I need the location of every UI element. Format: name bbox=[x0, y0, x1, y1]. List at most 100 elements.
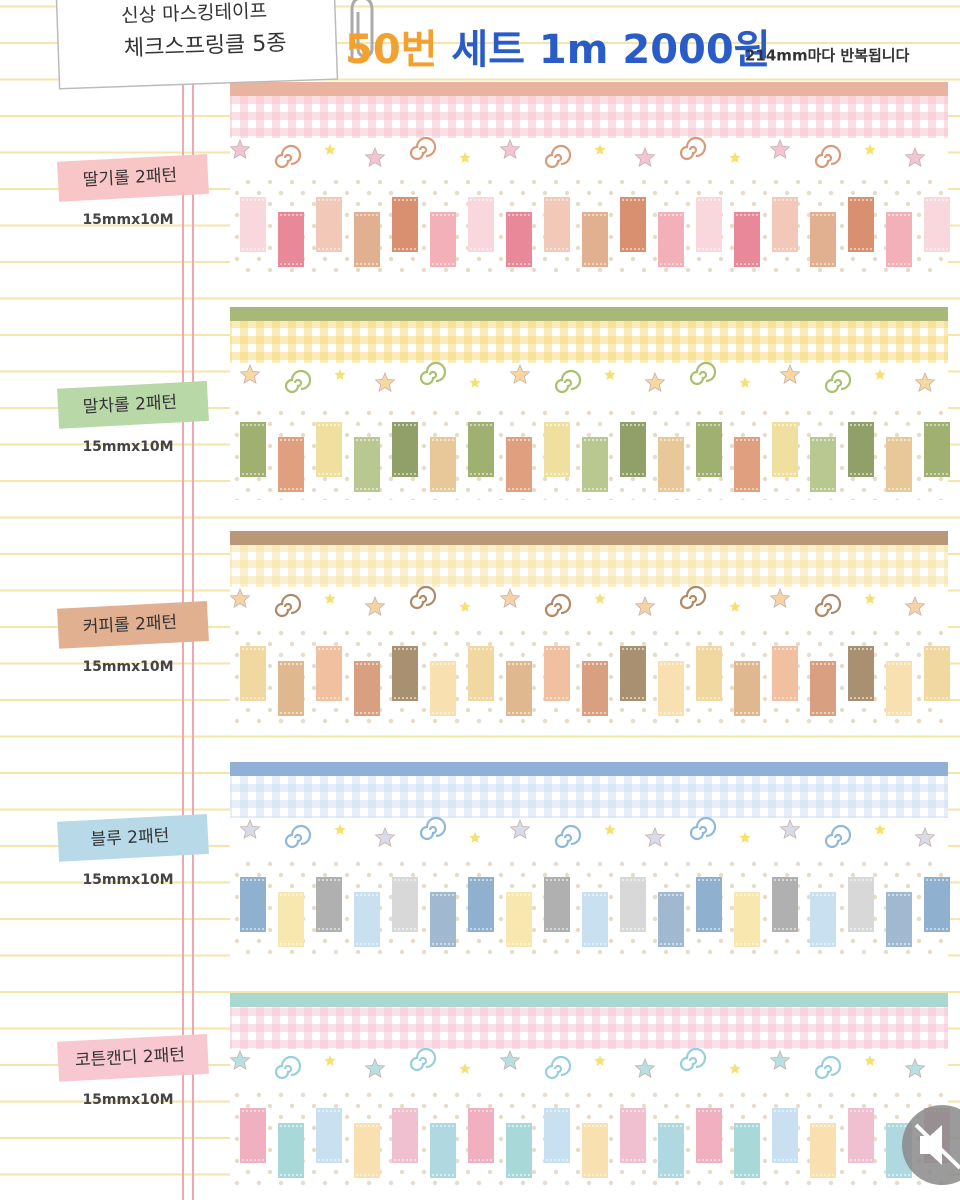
tape-gingham bbox=[230, 776, 948, 818]
tape-piece bbox=[848, 646, 874, 701]
tape-piece bbox=[734, 661, 760, 716]
star bbox=[644, 371, 666, 392]
tape-piece bbox=[468, 197, 494, 252]
spiral bbox=[554, 369, 582, 394]
spiral bbox=[284, 824, 312, 849]
tape-piece bbox=[620, 646, 646, 701]
star bbox=[374, 826, 396, 847]
tape-gingham bbox=[230, 96, 948, 138]
small-star bbox=[459, 152, 471, 163]
star bbox=[914, 371, 936, 392]
tape-piece bbox=[354, 661, 380, 716]
product-name: 커피롤 2패턴 bbox=[82, 613, 177, 638]
note-line: 체크스프링클 5종 bbox=[123, 31, 286, 62]
spiral bbox=[409, 1047, 437, 1072]
note-card: 신상 마스킹테이프 체크스프링클 5종 bbox=[55, 0, 339, 90]
small-star bbox=[604, 824, 616, 835]
tape-piece bbox=[658, 661, 684, 716]
spiral bbox=[409, 136, 437, 161]
tape-strip bbox=[230, 82, 948, 96]
tape-piece bbox=[772, 1108, 798, 1163]
star bbox=[229, 1049, 251, 1070]
tape-piece bbox=[848, 197, 874, 252]
mute-icon[interactable] bbox=[902, 1105, 960, 1185]
tape-piece bbox=[468, 646, 494, 701]
tape-piece bbox=[506, 212, 532, 267]
tape-gingham bbox=[230, 545, 948, 587]
label-tape bbox=[57, 813, 209, 862]
tape-piece bbox=[392, 646, 418, 701]
small-star bbox=[469, 377, 481, 388]
star bbox=[779, 363, 801, 384]
star bbox=[364, 595, 386, 616]
tape-section bbox=[229, 993, 950, 1188]
spiral bbox=[679, 136, 707, 161]
star bbox=[509, 363, 531, 384]
tape-piece bbox=[506, 661, 532, 716]
tape-piece bbox=[696, 197, 722, 252]
tape-piece bbox=[696, 1108, 722, 1163]
headline-rest: 세트 1m 2000원 bbox=[451, 27, 770, 73]
product-name: 말차롤 2패턴 bbox=[82, 393, 177, 418]
tape-piece bbox=[924, 197, 950, 252]
star bbox=[644, 826, 666, 847]
headline: 50번 세트 1m 2000원 bbox=[345, 27, 771, 73]
product-label: 코튼캔디 2패턴 bbox=[57, 1033, 209, 1082]
tape-strip bbox=[230, 993, 948, 1007]
spiral bbox=[544, 1055, 572, 1080]
tape-piece bbox=[278, 212, 304, 267]
note-line: 신상 마스킹테이프 bbox=[121, 0, 268, 27]
star bbox=[904, 595, 926, 616]
star bbox=[509, 818, 531, 839]
spiral bbox=[544, 593, 572, 618]
tape-piece bbox=[772, 197, 798, 252]
tape-piece bbox=[620, 422, 646, 477]
star bbox=[904, 146, 926, 167]
tape-section bbox=[229, 531, 950, 726]
tape-strip bbox=[230, 762, 948, 776]
star bbox=[634, 595, 656, 616]
tape-piece bbox=[430, 1123, 456, 1178]
tape-piece bbox=[810, 661, 836, 716]
small-star bbox=[459, 601, 471, 612]
spiral bbox=[409, 585, 437, 610]
spiral bbox=[274, 593, 302, 618]
star bbox=[634, 146, 656, 167]
tape-piece bbox=[240, 422, 266, 477]
spiral bbox=[419, 816, 447, 841]
star bbox=[364, 1057, 386, 1078]
spiral bbox=[689, 816, 717, 841]
tape-piece bbox=[810, 437, 836, 492]
product-name: 딸기롤 2패턴 bbox=[82, 166, 177, 191]
star bbox=[499, 138, 521, 159]
small-star bbox=[324, 1055, 336, 1066]
tape-piece bbox=[810, 892, 836, 947]
small-star bbox=[874, 369, 886, 380]
spiral bbox=[679, 585, 707, 610]
product-size: 15mmx10M bbox=[82, 872, 173, 888]
tape-piece bbox=[810, 212, 836, 267]
tape-piece bbox=[316, 422, 342, 477]
star bbox=[229, 138, 251, 159]
star bbox=[229, 587, 251, 608]
star bbox=[769, 138, 791, 159]
tape-piece bbox=[924, 877, 950, 932]
tape-piece bbox=[316, 877, 342, 932]
label-tape bbox=[57, 153, 209, 202]
star bbox=[374, 371, 396, 392]
product-name: 블루 2패턴 bbox=[90, 826, 170, 850]
small-star bbox=[729, 601, 741, 612]
product-label: 블루 2패턴 bbox=[57, 813, 209, 862]
tape-piece bbox=[544, 877, 570, 932]
tape-piece bbox=[696, 646, 722, 701]
tape-piece bbox=[278, 437, 304, 492]
tape-piece bbox=[468, 1108, 494, 1163]
star bbox=[769, 587, 791, 608]
tape-piece bbox=[468, 877, 494, 932]
headline-number: 50번 bbox=[345, 27, 437, 73]
star bbox=[499, 587, 521, 608]
tape-piece bbox=[658, 892, 684, 947]
tape-piece bbox=[544, 646, 570, 701]
tape-piece bbox=[392, 877, 418, 932]
